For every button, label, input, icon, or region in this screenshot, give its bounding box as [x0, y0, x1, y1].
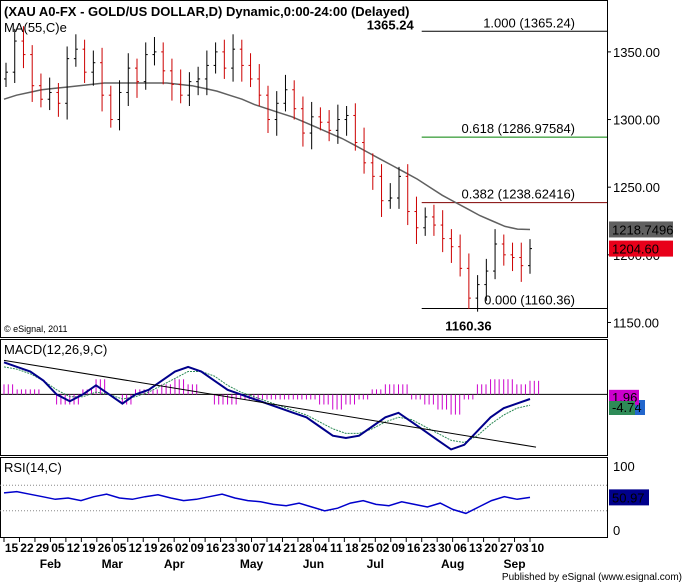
month-label: May [240, 557, 264, 571]
date-axis: 15 22 29 05 12 19 26 05 12 19 26 02 09 16 23 30 07 14 21 28… [3, 538, 545, 571]
date-tick-label: 09 [190, 541, 204, 555]
footer-label: Published by eSignal (www.esignal.com) [502, 572, 682, 583]
month-label: Sep [504, 557, 526, 571]
macd-label: MACD(12,26,9,C) [4, 342, 107, 357]
date-tick-label: 27 [500, 541, 514, 555]
date-tick-label: 04 [314, 541, 328, 555]
month-label: Jun [303, 557, 324, 571]
date-tick-label: 26 [98, 541, 112, 555]
copyright-label: © eSignal, 2011 [4, 324, 68, 334]
month-label: Feb [40, 557, 61, 571]
date-tick-label: 30 [438, 541, 452, 555]
last-price-tag: 1204.60 [612, 242, 659, 257]
date-tick-label: 06 [453, 541, 467, 555]
macd-trendline [3, 359, 537, 448]
date-tick-label: 07 [252, 541, 266, 555]
date-tick-label: 19 [82, 541, 96, 555]
ma-value-tag: 1218.7496 [612, 222, 673, 237]
date-tick-label: 29 [36, 541, 50, 555]
date-tick-label: 23 [423, 541, 437, 555]
macd-signal-label: -4.7 [612, 400, 634, 415]
date-tick-label: 03 [515, 541, 529, 555]
month-label: Aug [441, 557, 464, 571]
month-label: Apr [164, 557, 185, 571]
date-tick-label: 26 [160, 541, 174, 555]
date-tick-label: 13 [469, 541, 483, 555]
date-tick-label: 22 [20, 541, 34, 555]
macd-signal-box [609, 401, 635, 415]
price-tick-label: 1350.00 [613, 45, 660, 60]
date-tick-label: 12 [67, 541, 81, 555]
date-tick-label: 10 [531, 541, 545, 555]
date-tick-label: 16 [407, 541, 421, 555]
macd-signal-line [3, 366, 531, 444]
last-price-tag-box [609, 240, 673, 257]
rsi-panel-frame [0, 457, 608, 538]
date-tick-label: 11 [330, 541, 343, 555]
date-tick-label: 25 [361, 541, 375, 555]
fib-level-label: 0.382 (1238.62416) [462, 187, 575, 202]
ma-indicator-label: MA(55,C)e [4, 20, 67, 35]
date-tick-label: 09 [392, 541, 406, 555]
date-tick-label: 16 [206, 541, 220, 555]
high-extreme-label: 1365.24 [367, 17, 415, 32]
ma-55-line [3, 82, 531, 231]
price-panel-frame [0, 0, 608, 338]
macd-panel: -2.741.96-4.7 [0, 359, 645, 451]
date-tick-label: 30 [237, 541, 251, 555]
date-tick-label: 02 [376, 541, 390, 555]
price-tick-label: 1150.00 [613, 315, 659, 330]
rsi-line [3, 490, 531, 515]
ma-line-group [3, 82, 531, 231]
chart-title: (XAU A0-FX - GOLD/US DOLLAR,D) Dynamic,0… [4, 4, 409, 19]
date-tick-label: 14 [268, 541, 282, 555]
price-axis: 1350.001300.001250.001200.001150.001218.… [607, 45, 673, 330]
fib-level-label: 1.000 (1365.24) [483, 15, 575, 30]
date-tick-label: 18 [345, 541, 359, 555]
fib-levels: 1.000 (1365.24) 0.618 (1286.97584) 0.382 (… [367, 15, 607, 333]
date-tick-label: 12 [129, 541, 143, 555]
date-tick-label: 15 [5, 541, 19, 555]
fib-level-label: 0.000 (1160.36) [484, 292, 575, 307]
macd-panel-frame [0, 339, 608, 456]
date-tick-label: 23 [221, 541, 235, 555]
rsi-tick-label: 0 [613, 523, 620, 538]
rsi-label: RSI(14,C) [4, 460, 62, 475]
date-tick-label: 02 [175, 541, 189, 555]
date-tick-label: 05 [51, 541, 65, 555]
date-tick-label: 28 [299, 541, 313, 555]
ma-value-tag-box [609, 221, 673, 238]
fib-level-label: 0.618 (1286.97584) [462, 121, 575, 136]
rsi-value-box [609, 489, 649, 506]
price-bars [4, 26, 532, 312]
month-label: Jul [367, 557, 384, 571]
date-tick-label: 19 [144, 541, 158, 555]
rsi-panel: 100 0 50.97 [0, 459, 649, 538]
rsi-tick-label: 100 [613, 459, 635, 474]
date-tick-label: 05 [113, 541, 127, 555]
date-tick-label: 21 [283, 541, 297, 555]
price-tick-label: 1250.00 [613, 180, 660, 195]
rsi-value-label: 50.97 [612, 490, 645, 505]
month-label: Mar [102, 557, 124, 571]
low-extreme-label: 1160.36 [445, 318, 491, 333]
date-tick-label: 20 [484, 541, 498, 555]
price-tick-label: 1300.00 [613, 113, 660, 128]
